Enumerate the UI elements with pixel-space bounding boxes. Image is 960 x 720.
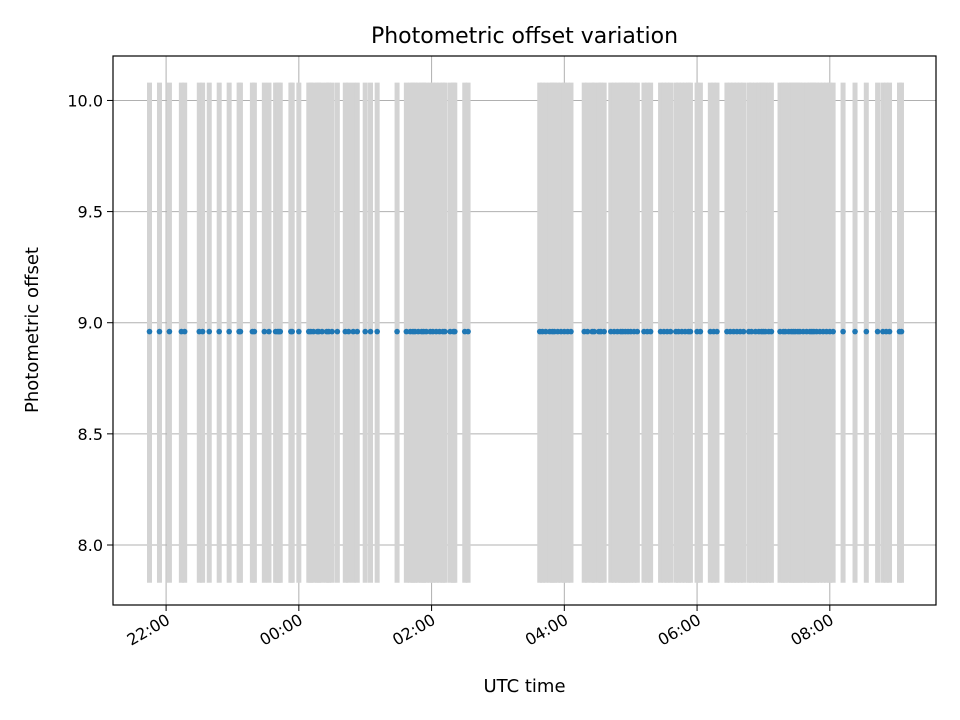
plot-frame (112, 55, 937, 606)
x-axis-ticks: 22:00 00:00 02:00 04:00 06:00 08:00 (124, 605, 837, 650)
data-point (394, 328, 400, 335)
data-point (863, 328, 870, 335)
data-point (830, 328, 836, 335)
data-point (840, 328, 846, 335)
chart-title: Photometric offset variation (371, 24, 678, 49)
data-point (156, 328, 163, 335)
data-point (568, 328, 574, 335)
data-point (667, 328, 674, 335)
y-axis-label: Photometric offset (22, 247, 43, 413)
data-point (852, 328, 858, 335)
data-point (288, 328, 294, 335)
y-tick-label: 10.0 (67, 91, 103, 110)
data-point (367, 328, 374, 335)
data-point (442, 328, 448, 335)
data-point (584, 328, 591, 335)
data-point (423, 328, 430, 335)
data-point (166, 328, 173, 335)
data-point (276, 328, 282, 335)
data-point (601, 328, 607, 335)
data-point (181, 328, 188, 335)
x-axis-label: UTC time (483, 676, 565, 697)
x-tick-label: 04:00 (522, 610, 571, 650)
data-point (296, 328, 302, 335)
data-point (740, 328, 747, 335)
y-tick-label: 9.5 (78, 203, 103, 222)
data-point (199, 328, 206, 335)
data-point (374, 328, 380, 335)
data-point (216, 328, 222, 335)
data-point (251, 328, 258, 335)
data-point (748, 328, 755, 335)
data-point (237, 328, 244, 335)
x-tick-label: 08:00 (787, 610, 836, 650)
data-point (542, 328, 549, 335)
data-point (452, 328, 458, 335)
data-point (319, 328, 325, 335)
data-point (310, 328, 317, 335)
data-points (146, 328, 905, 335)
data-point (354, 328, 361, 335)
data-point (362, 328, 369, 335)
data-point (266, 328, 272, 335)
data-point (697, 328, 704, 335)
data-point (403, 328, 410, 335)
x-tick-label: 06:00 (655, 610, 704, 650)
y-axis-ticks: 8.0 8.5 9.0 9.5 10.0 (67, 91, 113, 555)
y-tick-label: 8.5 (78, 425, 103, 444)
data-point (334, 328, 341, 335)
data-point (886, 328, 893, 335)
data-point (345, 328, 352, 335)
x-tick-label: 22:00 (124, 610, 173, 650)
data-point (898, 328, 905, 335)
data-point (634, 328, 641, 335)
data-point (647, 328, 654, 335)
data-point (591, 328, 597, 335)
data-point (261, 328, 268, 335)
data-point (350, 328, 357, 335)
data-point (874, 328, 881, 335)
y-tick-label: 8.0 (78, 536, 103, 555)
data-point (329, 328, 335, 335)
data-point (768, 328, 775, 335)
data-point (465, 328, 471, 335)
y-tick-label: 9.0 (78, 314, 103, 333)
x-tick-label: 00:00 (256, 610, 305, 650)
data-point (146, 328, 153, 335)
data-point (714, 328, 720, 335)
data-point (206, 328, 213, 335)
data-point (226, 328, 232, 335)
data-point (687, 328, 694, 335)
x-tick-label: 02:00 (389, 610, 438, 650)
